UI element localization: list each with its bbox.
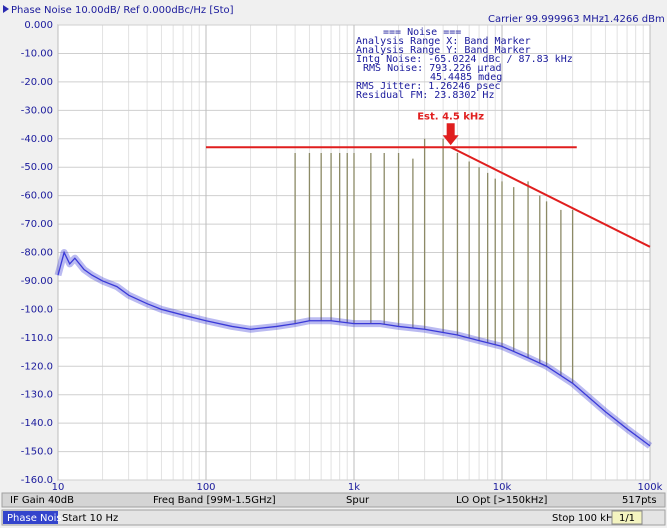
status-item: LO Opt [>150kHz] bbox=[456, 495, 548, 506]
y-tick-label: -160.0 bbox=[21, 475, 53, 486]
carrier: Carrier 99.999963 MHz bbox=[488, 14, 604, 25]
info-line: === Noise === bbox=[383, 27, 461, 38]
noise-trace bbox=[57, 250, 651, 447]
footer-bar bbox=[1, 509, 666, 526]
x-tick-label: 10k bbox=[493, 482, 512, 493]
y-tick-label: -70.00 bbox=[21, 219, 53, 230]
start: Start 10 Hz bbox=[62, 513, 118, 524]
info-line: RMS Jitter: 1.26246 psec bbox=[356, 81, 501, 92]
y-tick-label: 0.000 bbox=[24, 20, 53, 31]
x-tick-label: 1k bbox=[348, 482, 360, 493]
info-line: Intg Noise: -65.0224 dBc / 87.83 kHz bbox=[356, 54, 573, 65]
info-line: Analysis Range X: Band Marker bbox=[356, 36, 531, 47]
info-line: Analysis Range Y: Band Marker bbox=[356, 45, 531, 56]
estimate-line bbox=[450, 146, 651, 248]
info-line: RMS Noise: 793.226 µrad bbox=[363, 63, 501, 74]
power: -1.4266 dBm bbox=[600, 14, 665, 25]
y-tick-label: -120.0 bbox=[21, 361, 53, 372]
y-tick-label: -110.0 bbox=[21, 333, 53, 344]
page: 1/1 bbox=[619, 513, 635, 524]
y-tick-label: -100.0 bbox=[21, 304, 53, 315]
page-box bbox=[611, 510, 643, 525]
status-item: Spur bbox=[346, 495, 370, 506]
y-tick-label: -130.0 bbox=[21, 390, 53, 401]
x-tick-label: 100 bbox=[196, 482, 215, 493]
mode[interactable]: Phase Noise bbox=[7, 513, 68, 524]
mode-tab[interactable] bbox=[3, 511, 58, 524]
y-tick-label: -10.00 bbox=[21, 48, 53, 59]
y-tick-label: -60.00 bbox=[21, 191, 53, 202]
y-tick-label: -50.00 bbox=[21, 162, 53, 173]
y-tick-label: -40.00 bbox=[21, 134, 53, 145]
x-tick-label: 100k bbox=[638, 482, 663, 493]
y-tick-label: -30.00 bbox=[21, 105, 53, 116]
y-tick-label: -150.0 bbox=[21, 447, 53, 458]
header: Phase Noise 10.00dB/ Ref 0.000dBc/Hz [St… bbox=[11, 5, 234, 16]
trace-indicator bbox=[3, 5, 9, 13]
annotation-arrow bbox=[442, 123, 459, 146]
y-tick-label: -20.00 bbox=[21, 77, 53, 88]
status-item: IF Gain 40dB bbox=[10, 495, 74, 506]
x-tick-label: 10 bbox=[52, 482, 65, 493]
stop: Stop 100 kHz bbox=[552, 513, 619, 524]
status-item: Freq Band [99M-1.5GHz] bbox=[153, 495, 276, 506]
annotation-text: Est. 4.5 kHz bbox=[417, 111, 484, 122]
y-tick-label: -90.00 bbox=[21, 276, 53, 287]
y-tick-label: -140.0 bbox=[21, 418, 53, 429]
status-item: 517pts bbox=[622, 495, 657, 506]
status-bar bbox=[1, 492, 666, 508]
info-line: Residual FM: 23.8302 Hz bbox=[356, 90, 494, 101]
info-line: 45.4485 mdeg bbox=[430, 72, 502, 83]
y-tick-label: -80.00 bbox=[21, 248, 53, 259]
